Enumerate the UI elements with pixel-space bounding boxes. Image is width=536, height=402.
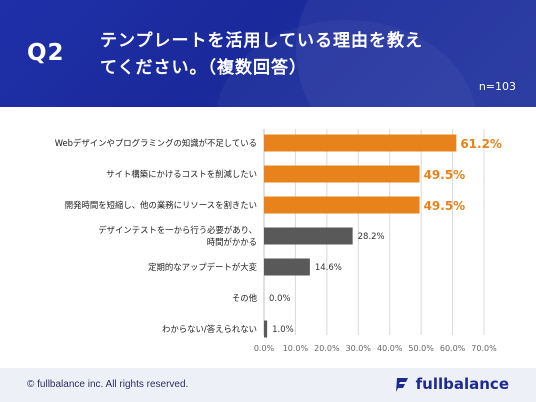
header-banner: Q2 テンプレートを活用している理由を教えてください。（複数回答） n=103	[0, 0, 536, 107]
category-label: わからない/答えられない	[162, 324, 257, 334]
brand-logo: fullbalance	[393, 375, 509, 393]
x-tick-label: 30.0%	[346, 344, 372, 353]
value-label: 1.0%	[272, 325, 294, 335]
bar	[264, 258, 310, 276]
x-tick-label: 0.0%	[254, 344, 275, 353]
bar	[264, 165, 420, 183]
value-label: 49.5%	[424, 168, 466, 182]
x-tick-label: 60.0%	[440, 344, 466, 353]
value-label: 28.2%	[358, 232, 385, 242]
x-tick-label: 40.0%	[377, 344, 403, 353]
bar	[264, 227, 353, 245]
x-tick-label: 10.0%	[283, 344, 309, 353]
value-label: 49.5%	[424, 199, 466, 213]
copyright-text: © fullbalance inc. All rights reserved.	[27, 379, 189, 390]
category-label: サイト構築にかけるコストを削減したい	[106, 169, 257, 179]
value-label: 0.0%	[269, 294, 291, 304]
category-label: 開発時間を短縮し、他の業務にリソースを割きたい	[65, 200, 257, 210]
value-label: 14.6%	[315, 263, 342, 273]
bar-chart: 0.0% 10.0% 20.0% 30.0% 40.0% 50.0% 60.0% 70.0% W…	[55, 129, 502, 353]
category-label: 定期的なアップデートが大変	[148, 262, 257, 272]
x-tick-label: 50.0%	[408, 344, 434, 353]
category-label: その他	[232, 293, 258, 303]
category-label: デザインテストを一から行う必要があり、時間がかかる	[98, 225, 257, 247]
brand-name: fullbalance	[415, 375, 509, 393]
value-label: 61.2%	[460, 137, 502, 151]
footer: © fullbalance inc. All rights reserved. …	[0, 368, 536, 402]
bar	[264, 134, 457, 152]
question-number: Q2	[27, 40, 65, 66]
sample-size: n=103	[478, 80, 516, 93]
bar	[264, 196, 420, 214]
category-label: Webデザインやプログラミングの知識が不足している	[55, 138, 257, 148]
bar	[264, 320, 268, 338]
x-tick-label: 20.0%	[314, 344, 340, 353]
brand-icon	[395, 378, 408, 392]
x-tick-label: 70.0%	[471, 344, 497, 353]
question-title: テンプレートを活用している理由を教えてください。（複数回答）	[100, 31, 423, 78]
